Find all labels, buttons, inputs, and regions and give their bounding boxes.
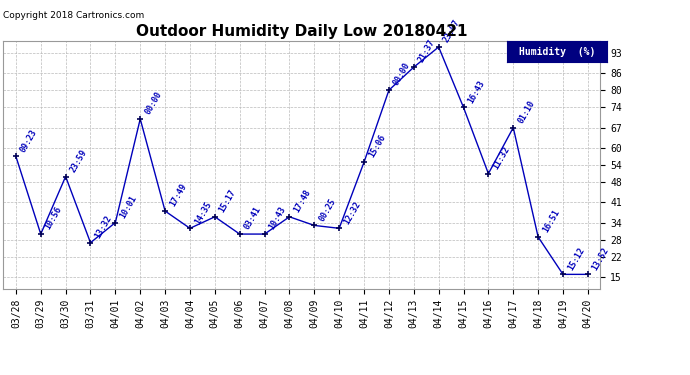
Text: 11:32: 11:32 xyxy=(491,145,511,171)
Text: 13:52: 13:52 xyxy=(591,245,611,272)
Text: 14:35: 14:35 xyxy=(193,200,213,225)
Text: 23:07: 23:07 xyxy=(442,18,462,44)
Text: 13:32: 13:32 xyxy=(93,214,114,240)
Text: 01:10: 01:10 xyxy=(516,99,536,125)
Text: 10:01: 10:01 xyxy=(118,194,139,220)
Text: Humidity  (%): Humidity (%) xyxy=(519,46,595,57)
Text: Copyright 2018 Cartronics.com: Copyright 2018 Cartronics.com xyxy=(3,11,145,20)
Text: 15:12: 15:12 xyxy=(566,245,586,272)
Text: 00:00: 00:00 xyxy=(143,90,164,116)
Text: 00:00: 00:00 xyxy=(392,61,412,87)
Title: Outdoor Humidity Daily Low 20180421: Outdoor Humidity Daily Low 20180421 xyxy=(136,24,468,39)
Text: 16:43: 16:43 xyxy=(466,78,486,105)
Text: 15:17: 15:17 xyxy=(217,188,238,214)
Text: 15:06: 15:06 xyxy=(367,133,387,159)
Text: 00:25: 00:25 xyxy=(317,196,337,223)
Text: 23:59: 23:59 xyxy=(68,148,89,174)
Text: 03:41: 03:41 xyxy=(242,205,263,231)
Text: 21:37: 21:37 xyxy=(417,38,437,64)
Text: 10:43: 10:43 xyxy=(267,205,288,231)
Text: 12:32: 12:32 xyxy=(342,200,362,225)
Text: 09:23: 09:23 xyxy=(19,128,39,154)
Text: 10:56: 10:56 xyxy=(43,205,64,231)
Text: 17:49: 17:49 xyxy=(168,182,188,208)
Text: 16:51: 16:51 xyxy=(541,208,561,234)
Text: 17:48: 17:48 xyxy=(293,188,313,214)
